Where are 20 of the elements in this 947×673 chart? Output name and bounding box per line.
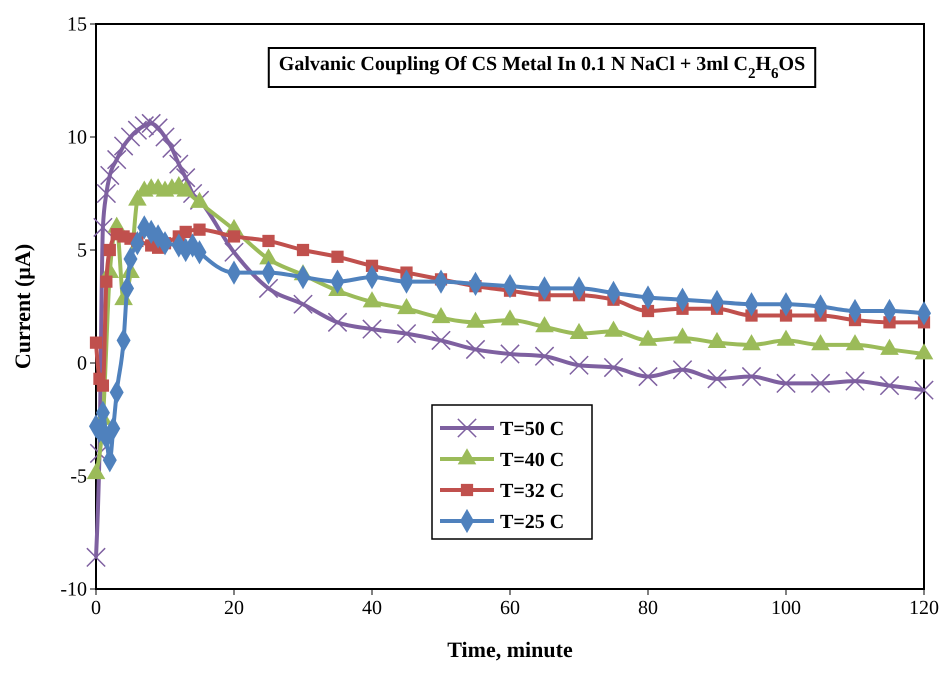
y-tick-label: 0 bbox=[77, 352, 87, 374]
legend-label: T=25 C bbox=[500, 511, 564, 533]
x-tick-label: 120 bbox=[909, 597, 939, 619]
y-tick-label: 10 bbox=[67, 126, 87, 148]
y-tick-label: -10 bbox=[60, 578, 87, 600]
legend-label: T=50 C bbox=[500, 418, 564, 440]
x-axis-title: Time, minute bbox=[447, 637, 573, 662]
text: Galvanic Coupling Of CS Metal In 0.1 N NaCl + 3ml C$_{2}$H$_{6}$OS bbox=[278, 53, 806, 82]
x-tick-label: 60 bbox=[500, 597, 520, 619]
x-tick-label: 40 bbox=[362, 597, 382, 619]
y-axis-title: Current (µA) bbox=[10, 244, 35, 370]
y-tick-label: 5 bbox=[77, 239, 87, 262]
legend-label: T=32 C bbox=[500, 480, 564, 502]
x-tick-label: 20 bbox=[224, 597, 244, 619]
x-tick-label: 100 bbox=[771, 597, 801, 619]
y-tick-label: -5 bbox=[70, 465, 87, 488]
x-tick-label: 0 bbox=[91, 597, 101, 619]
x-tick-label: 80 bbox=[638, 597, 658, 619]
y-tick-label: 15 bbox=[67, 13, 87, 36]
legend-label: T=40 C bbox=[500, 449, 564, 471]
